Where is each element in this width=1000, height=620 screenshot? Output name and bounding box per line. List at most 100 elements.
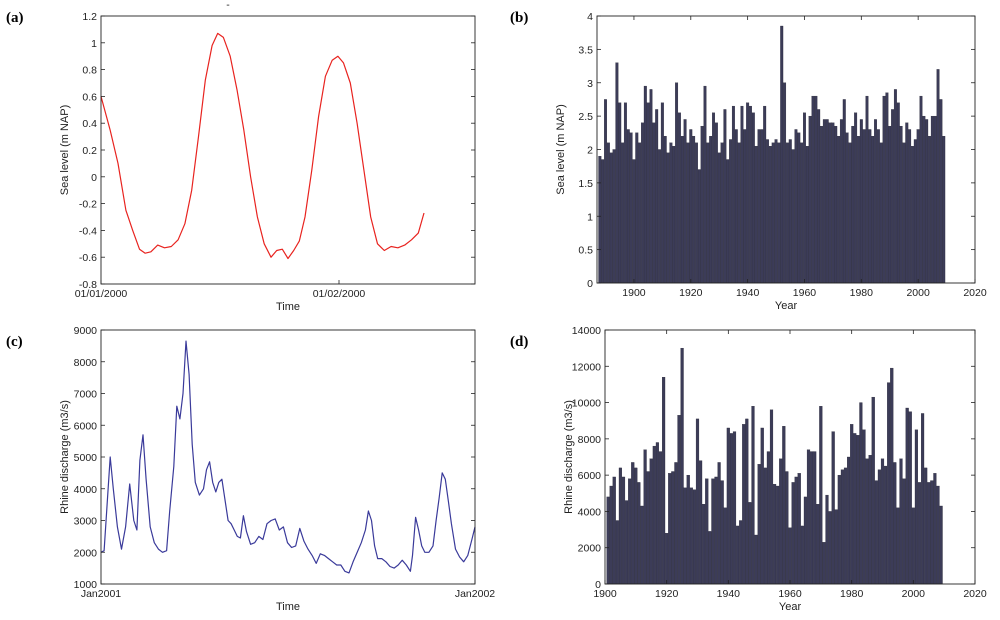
bar	[700, 125, 704, 284]
bar	[848, 142, 852, 284]
bar	[803, 112, 806, 284]
y-tick-label: 2000	[578, 543, 602, 555]
bar	[671, 471, 675, 585]
bar	[921, 413, 925, 585]
bar	[618, 467, 622, 585]
bar	[808, 115, 812, 284]
bar	[853, 433, 857, 585]
series-line	[100, 340, 476, 574]
bar	[709, 135, 713, 284]
bar	[643, 449, 647, 585]
x-tick-label: 1920	[655, 588, 679, 600]
bar	[666, 152, 670, 284]
bar	[905, 407, 909, 585]
bar	[791, 482, 795, 585]
y-tick-label: -0.8	[79, 279, 97, 291]
bar	[825, 119, 829, 284]
bar	[754, 146, 758, 284]
panel-label-c: (c)	[6, 334, 23, 350]
bar	[810, 451, 814, 585]
bar	[862, 129, 866, 284]
bar	[655, 442, 659, 585]
bar	[649, 89, 653, 284]
bar	[871, 396, 875, 585]
bar	[831, 431, 835, 585]
bar	[896, 507, 900, 585]
bar	[751, 406, 755, 585]
x-tick-label: 1960	[793, 287, 817, 299]
stray-mark: -	[226, 0, 230, 11]
bar	[606, 142, 610, 284]
y-tick-label: 1.5	[578, 178, 593, 190]
x-axis-label: Year	[779, 601, 802, 613]
bar	[646, 471, 650, 585]
y-tick-label: 0.4	[82, 118, 97, 130]
bar	[936, 69, 940, 284]
bar	[621, 142, 625, 284]
bar	[834, 125, 838, 284]
y-tick-label: 10000	[572, 398, 601, 410]
y-tick-label: 1000	[74, 579, 98, 591]
bar	[677, 112, 681, 284]
bar	[820, 125, 823, 284]
bar	[782, 426, 786, 585]
y-axis-label: Rhine discharge (m3/s)	[563, 400, 575, 514]
x-tick-label: 1920	[679, 287, 703, 299]
bar	[847, 456, 851, 585]
bar	[729, 139, 733, 284]
bar	[680, 135, 684, 284]
bar	[726, 159, 730, 284]
bar	[680, 347, 684, 585]
bar	[621, 476, 626, 585]
bar	[893, 462, 897, 585]
panel-d-annual-max-rhine-discharge: 0 2000 4000 6000 8000 10000 12000 14000 1900 1920…	[563, 325, 987, 613]
bar	[658, 149, 661, 284]
bar	[754, 534, 758, 585]
bar	[779, 458, 783, 585]
bar	[714, 122, 718, 284]
bar	[692, 489, 696, 585]
bar	[615, 62, 619, 284]
bar	[905, 122, 909, 284]
bar	[740, 105, 744, 284]
bar	[683, 119, 687, 284]
bar	[768, 146, 772, 284]
bar	[811, 95, 815, 284]
bar	[699, 460, 703, 585]
x-tick-label: 1960	[778, 588, 802, 600]
bar	[675, 82, 679, 284]
bar	[788, 139, 792, 284]
bar	[899, 458, 903, 585]
bar	[649, 458, 653, 585]
bar	[658, 451, 663, 585]
bar	[831, 122, 835, 284]
bar	[842, 99, 846, 284]
bar	[837, 474, 841, 585]
bar	[797, 473, 801, 585]
y-axis-label: Sea level (m NAP)	[59, 105, 71, 195]
x-tick-label: Jan2001	[81, 588, 121, 600]
y-tick-label: 2.5	[578, 111, 593, 123]
bar	[859, 402, 863, 585]
bar	[922, 115, 926, 284]
y-tick-label: 6000	[578, 470, 602, 482]
y-tick-label: 3000	[74, 516, 98, 528]
x-axis-label: Time	[276, 601, 300, 613]
bar	[652, 122, 656, 284]
bar	[845, 132, 849, 284]
y-tick-label: -0.2	[79, 199, 97, 211]
bar	[635, 132, 639, 284]
plot-frame	[100, 329, 476, 585]
bar	[924, 467, 928, 585]
x-tick-label: Jan2002	[455, 588, 495, 600]
x-tick-label: 1900	[622, 287, 646, 299]
bar	[874, 119, 877, 284]
bar	[708, 531, 712, 585]
y-tick-label: 4000	[578, 506, 602, 518]
bar	[888, 125, 892, 284]
bar	[876, 129, 880, 284]
bar	[641, 122, 644, 284]
y-axis-label: Rhine discharge (m3/s)	[59, 400, 71, 514]
bar	[697, 169, 701, 284]
bar	[623, 102, 627, 284]
